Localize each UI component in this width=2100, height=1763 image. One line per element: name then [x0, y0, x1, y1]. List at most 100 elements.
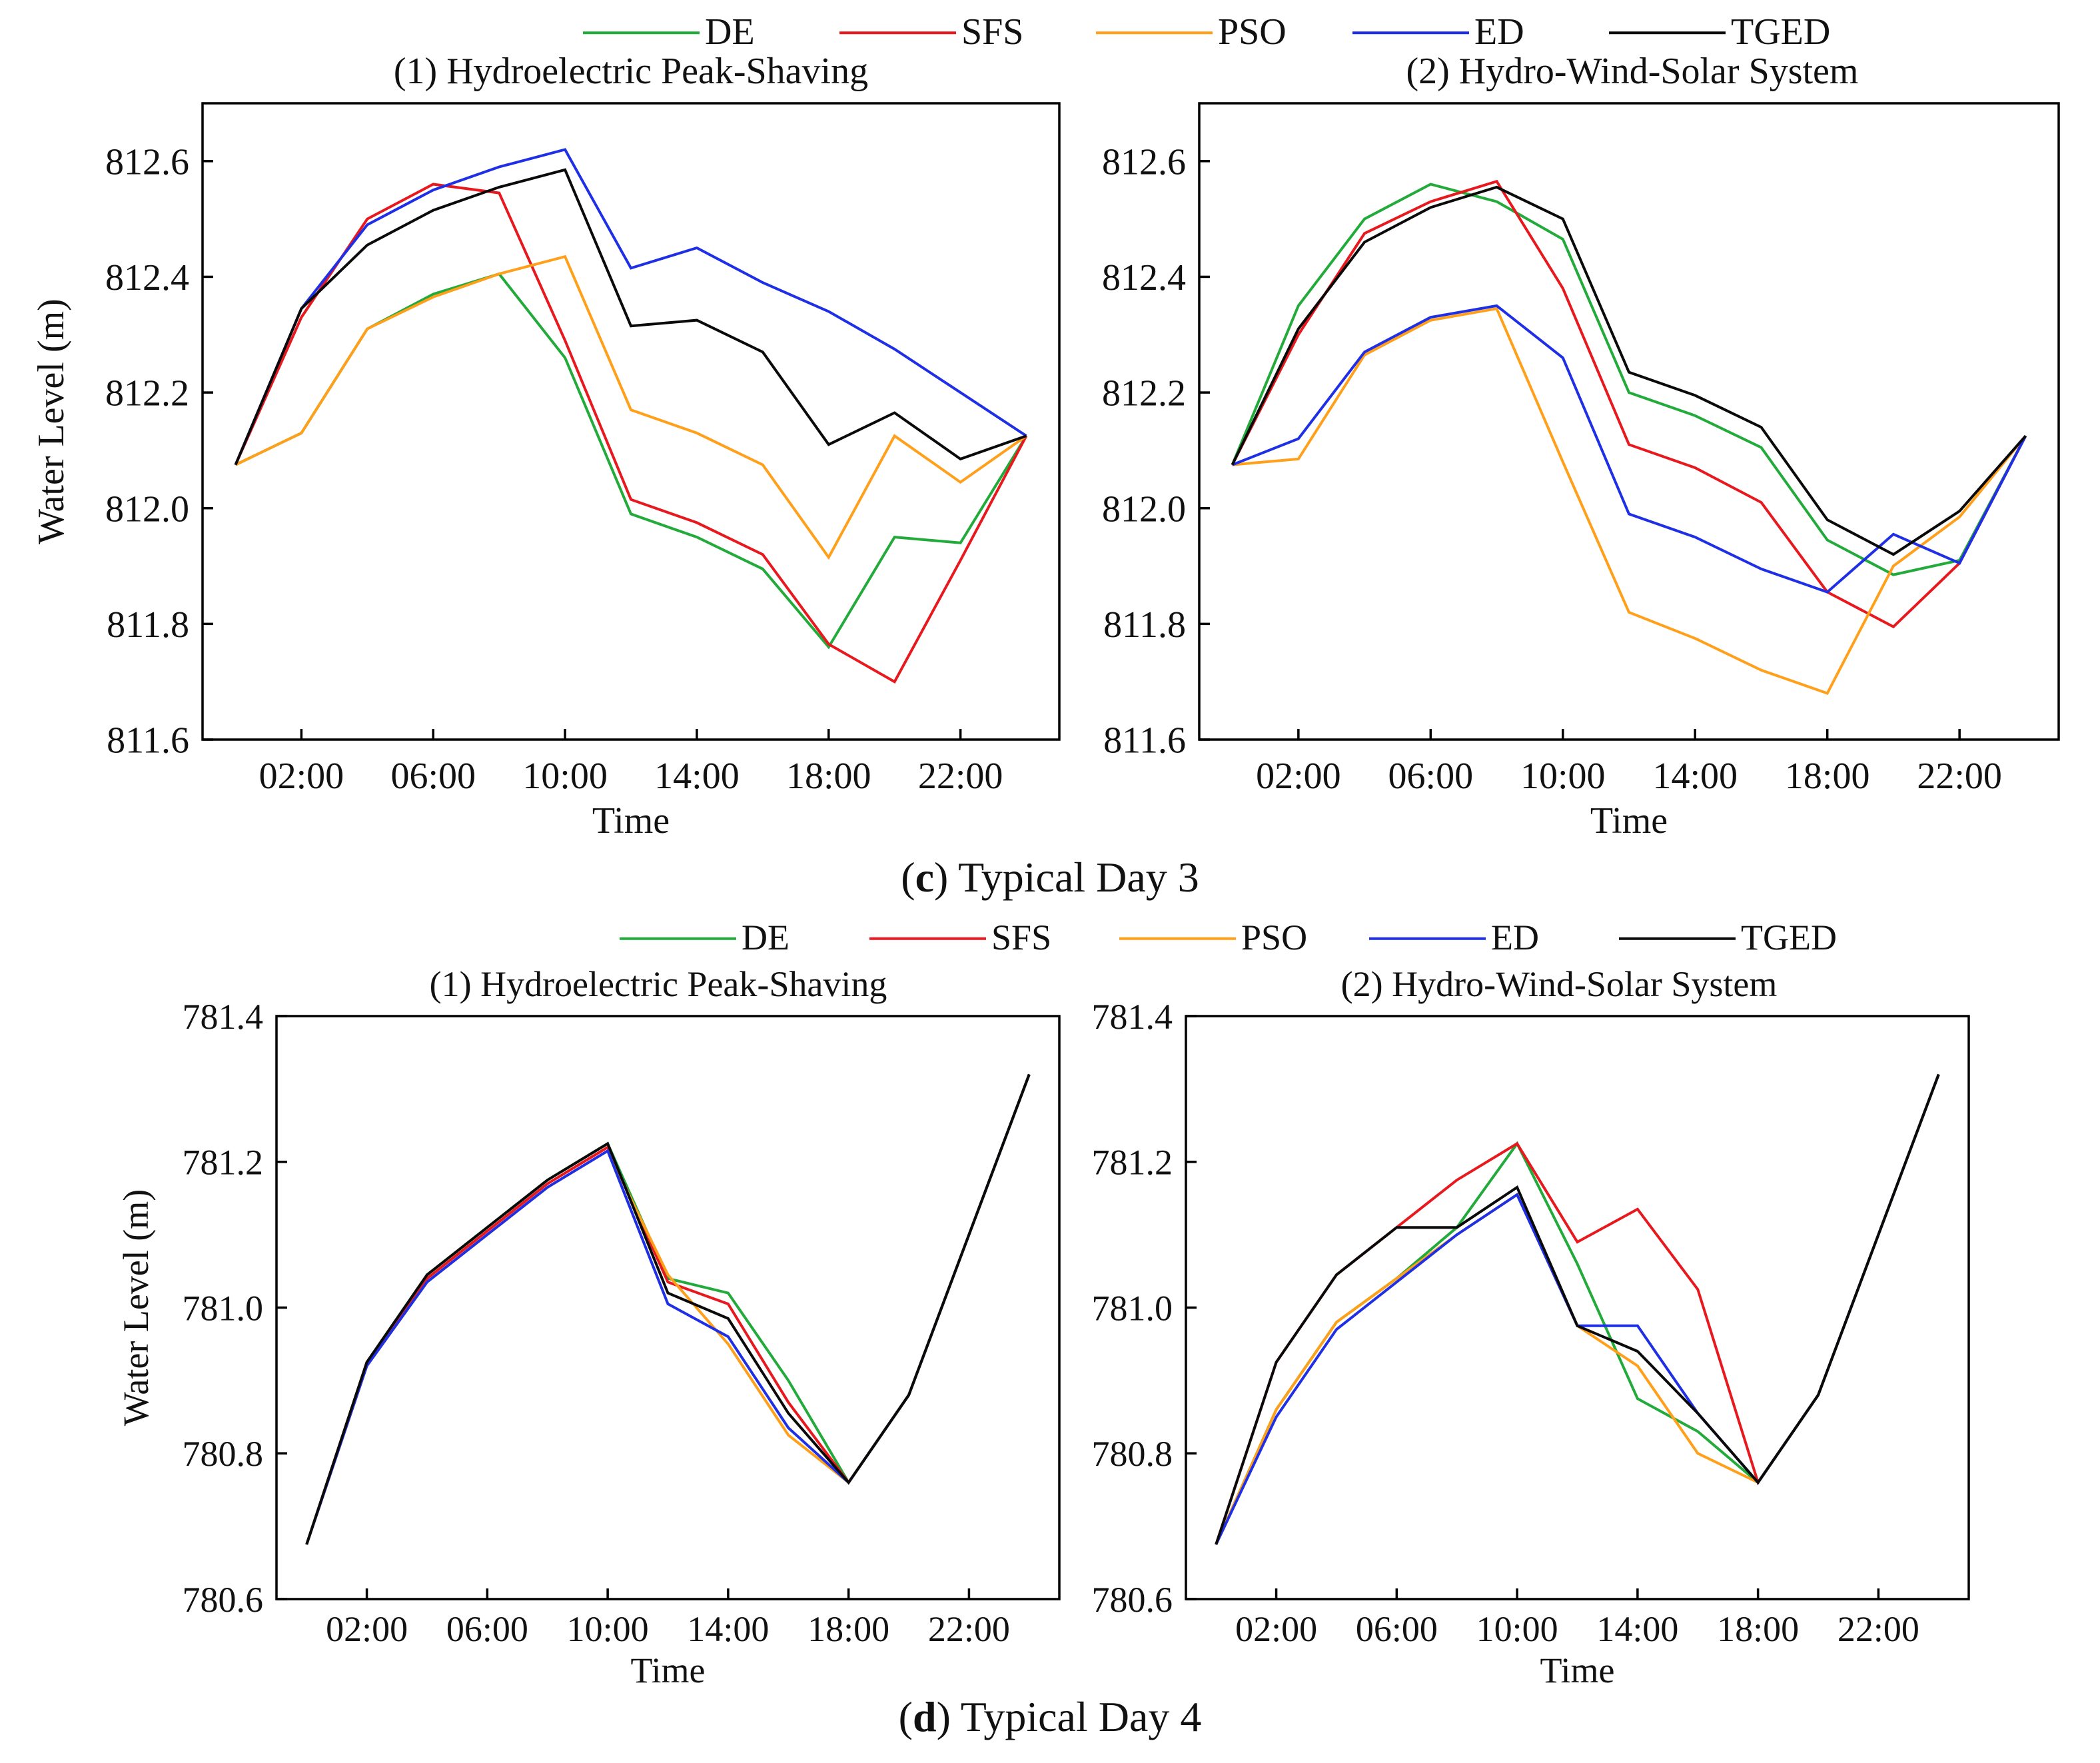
y-tick-label: 812.6	[1102, 141, 1186, 183]
section-caption-day4: (d) Typical Day 4	[899, 1693, 1202, 1740]
chart-day4-peak-shaving: 02:00 06:00 10:00 14:00 18:00 22:00 780.6 780.8…	[116, 964, 1061, 1690]
legend-item-tged: TGED	[1619, 917, 1837, 957]
y-tick-label: 781.4	[183, 997, 264, 1037]
x-tick-label: 14:00	[687, 1609, 769, 1649]
series-group	[234, 148, 1028, 684]
x-tick-label: 22:00	[1917, 756, 2002, 797]
series-group	[1215, 1073, 1940, 1545]
series-line-ed	[234, 148, 1027, 466]
series-line-de	[305, 1073, 1031, 1545]
chart-day4-hydro-wind-solar: 02:00 06:00 10:00 14:00 18:00 22:00 780.6 780.8…	[1092, 964, 1970, 1690]
series-line-tged	[234, 168, 1027, 466]
legend-label: TGED	[1741, 917, 1837, 957]
x-axis-label: Time	[1590, 800, 1668, 842]
series-line-pso	[1215, 1073, 1940, 1545]
x-tick-label: 18:00	[1785, 756, 1870, 797]
y-tick-label: 812.6	[105, 141, 189, 183]
x-tick-label: 02:00	[259, 756, 344, 797]
legend-item-sfs: SFS	[869, 917, 1051, 957]
legend-label: PSO	[1218, 11, 1287, 53]
legend-item-ed: ED	[1352, 11, 1524, 53]
series-line-tged	[305, 1073, 1031, 1545]
y-tick-label: 812.0	[105, 488, 189, 530]
legend-label: SFS	[991, 917, 1051, 957]
chart-day3-hydro-wind-solar: 02:00 06:00 10:00 14:00 18:00 22:00 811.6 811.8…	[1102, 51, 2060, 842]
x-tick-label: 02:00	[326, 1609, 408, 1649]
y-tick-label: 811.6	[1103, 720, 1186, 762]
y-tick-label: 812.4	[105, 257, 189, 298]
series-group	[1231, 179, 2027, 695]
y-tick-label: 780.6	[1092, 1580, 1173, 1620]
x-tick-label: 10:00	[1476, 1609, 1558, 1649]
x-tick-label: 10:00	[522, 756, 608, 797]
chart-title: (1) Hydroelectric Peak-Shaving	[394, 51, 868, 92]
series-line-ed	[1215, 1073, 1940, 1545]
y-tick-label: 812.4	[1102, 257, 1186, 298]
x-tick-label: 18:00	[807, 1609, 889, 1649]
chart-title: (1) Hydroelectric Peak-Shaving	[430, 964, 887, 1004]
legend-label: ED	[1491, 917, 1539, 957]
x-tick-label: 22:00	[928, 1609, 1010, 1649]
series-line-de	[235, 272, 1028, 650]
series-line-tged	[1231, 185, 2027, 556]
series-line-ed	[1231, 304, 2027, 594]
x-tick-label: 18:00	[1717, 1609, 1799, 1649]
legend-label: PSO	[1241, 917, 1307, 957]
section-caption-day3: (c) Typical Day 3	[901, 854, 1199, 901]
y-tick-label: 780.8	[183, 1434, 264, 1474]
series-line-de	[1231, 183, 2027, 576]
y-tick-label: 780.6	[183, 1580, 264, 1620]
x-tick-label: 02:00	[1235, 1609, 1317, 1649]
x-tick-label: 22:00	[918, 756, 1003, 797]
series-line-sfs	[234, 183, 1028, 684]
y-tick-label: 812.0	[1102, 488, 1186, 530]
series-line-sfs	[305, 1073, 1031, 1545]
series-group	[305, 1073, 1031, 1545]
chart-title: (2) Hydro-Wind-Solar System	[1341, 964, 1778, 1004]
legend-item-de: DE	[583, 11, 755, 53]
y-tick-label: 811.6	[107, 720, 189, 762]
x-tick-label: 10:00	[1520, 756, 1606, 797]
x-tick-label: 22:00	[1838, 1609, 1919, 1649]
series-line-tged	[1215, 1073, 1940, 1545]
plot-frame	[1198, 102, 2060, 741]
x-axis-label: Time	[592, 800, 670, 842]
x-tick-label: 02:00	[1256, 756, 1341, 797]
y-tick-label: 781.0	[1092, 1288, 1173, 1328]
y-axis-label: Water Level (m)	[31, 298, 72, 544]
legend-item-pso: PSO	[1096, 11, 1287, 53]
x-tick-label: 14:00	[654, 756, 740, 797]
series-line-pso	[235, 255, 1027, 560]
y-tick-label: 780.8	[1092, 1434, 1173, 1474]
legend-top: DE SFS PSO ED TGED	[583, 11, 1830, 53]
series-line-ed	[305, 1073, 1031, 1545]
x-axis-label: Time	[1540, 1650, 1614, 1690]
legend-item-tged: TGED	[1609, 11, 1830, 53]
legend-item-ed: ED	[1369, 917, 1539, 957]
legend-label: TGED	[1731, 11, 1830, 53]
x-tick-label: 14:00	[1652, 756, 1738, 797]
chart-day3-peak-shaving: 02:00 06:00 10:00 14:00 18:00 22:00 811.6 811.8…	[31, 51, 1061, 842]
chart-title: (2) Hydro-Wind-Solar System	[1406, 51, 1859, 92]
x-axis-label: Time	[630, 1650, 705, 1690]
legend-bottom: DE SFS PSO ED TGED	[620, 917, 1837, 957]
x-tick-label: 06:00	[390, 756, 476, 797]
series-line-de	[1215, 1073, 1940, 1545]
series-line-pso	[1232, 306, 2027, 695]
x-tick-label: 06:00	[1356, 1609, 1438, 1649]
x-tick-label: 06:00	[1388, 756, 1474, 797]
y-tick-label: 812.2	[1102, 373, 1186, 414]
y-axis-label: Water Level (m)	[116, 1189, 156, 1426]
series-line-sfs	[1215, 1073, 1940, 1545]
x-tick-label: 14:00	[1596, 1609, 1678, 1649]
x-tick-label: 10:00	[567, 1609, 649, 1649]
legend-label: DE	[705, 11, 755, 53]
y-tick-label: 781.2	[1092, 1143, 1173, 1183]
series-line-pso	[305, 1073, 1031, 1545]
legend-item-pso: PSO	[1119, 917, 1307, 957]
legend-item-sfs: SFS	[839, 11, 1023, 53]
legend-label: ED	[1474, 11, 1524, 53]
x-tick-label: 18:00	[786, 756, 871, 797]
legend-item-de: DE	[620, 917, 789, 957]
legend-label: DE	[742, 917, 789, 957]
